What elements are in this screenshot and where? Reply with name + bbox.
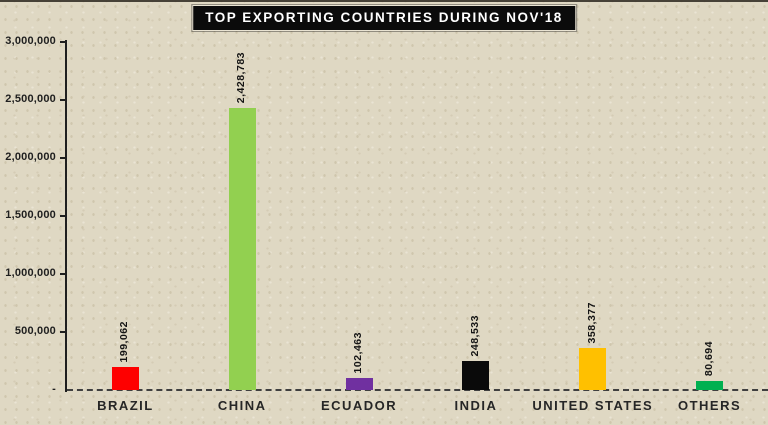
- y-axis-tick-label: 1,500,000: [5, 209, 56, 221]
- bar-value-label-india: 248,533: [468, 314, 481, 356]
- y-axis-tick-label: 500,000: [14, 325, 56, 337]
- category-label-brazil: BRAZIL: [97, 398, 154, 413]
- category-label-united-states: UNITED STATES: [532, 398, 654, 413]
- window-top-edge: [0, 0, 768, 2]
- bar-value-label-united-states: 358,377: [585, 301, 598, 343]
- category-label-ecuador: ECUADOR: [320, 398, 398, 413]
- y-axis-tick: [60, 215, 67, 217]
- y-axis-tick-label: 1,000,000: [5, 267, 56, 279]
- bar-brazil: [111, 367, 139, 390]
- y-axis-tick: [60, 157, 67, 159]
- x-axis-baseline: [67, 389, 768, 391]
- bar-ecuador: [345, 378, 373, 390]
- y-axis-tick-label: -: [52, 383, 56, 395]
- bar-value-label-ecuador: 102,463: [352, 331, 365, 373]
- bar-value-label-brazil: 199,062: [118, 320, 131, 362]
- category-label-china: CHINA: [217, 398, 267, 413]
- category-label-others: OTHERS: [677, 398, 742, 413]
- bar-others: [696, 381, 724, 390]
- y-axis-tick-label: 2,500,000: [5, 93, 56, 105]
- y-axis-tick-label: 3,000,000: [5, 35, 56, 47]
- y-axis-tick-label: 2,000,000: [5, 151, 56, 163]
- y-axis-tick: [60, 41, 67, 43]
- bar-value-label-china: 2,428,783: [235, 51, 248, 103]
- bar-united-states: [579, 348, 607, 390]
- bar-china: [228, 108, 256, 390]
- bar-value-label-others: 80,694: [702, 340, 715, 376]
- y-axis-tick: [60, 99, 67, 101]
- chart-title: TOP EXPORTING COUNTRIES DURING NOV'18: [192, 5, 576, 31]
- bar-india: [462, 361, 490, 390]
- y-axis-tick: [60, 331, 67, 333]
- category-label-india: INDIA: [454, 398, 498, 413]
- y-axis-tick: [60, 273, 67, 275]
